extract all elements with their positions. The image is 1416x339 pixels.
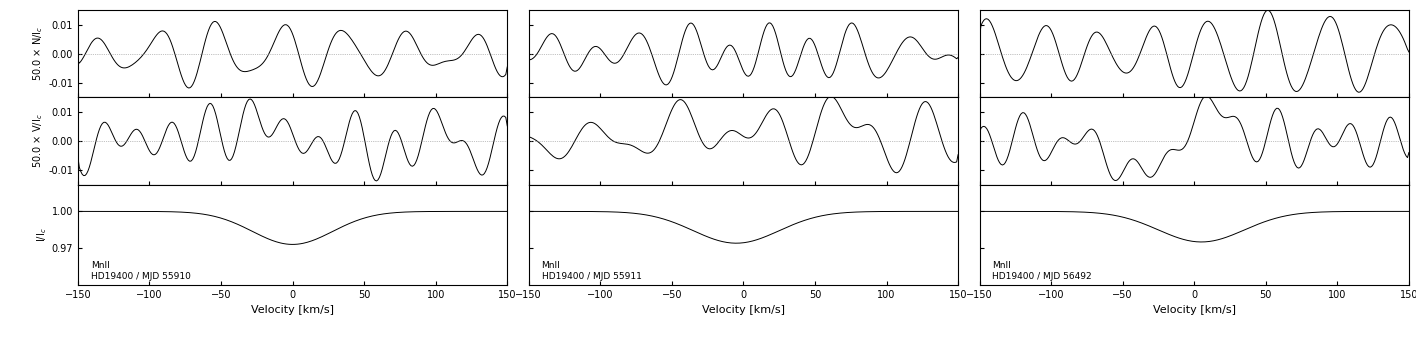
- X-axis label: Velocity [km/s]: Velocity [km/s]: [1153, 305, 1236, 315]
- X-axis label: Velocity [km/s]: Velocity [km/s]: [702, 305, 784, 315]
- Y-axis label: 50.0 × N/I$_c$: 50.0 × N/I$_c$: [31, 26, 45, 81]
- Text: MnII
HD19400 / MJD 55911: MnII HD19400 / MJD 55911: [541, 261, 641, 281]
- X-axis label: Velocity [km/s]: Velocity [km/s]: [251, 305, 334, 315]
- Y-axis label: I/I$_c$: I/I$_c$: [35, 227, 48, 242]
- Text: MnII
HD19400 / MJD 56492: MnII HD19400 / MJD 56492: [993, 261, 1092, 281]
- Y-axis label: 50.0 × V/I$_c$: 50.0 × V/I$_c$: [31, 114, 45, 168]
- Text: MnII
HD19400 / MJD 55910: MnII HD19400 / MJD 55910: [91, 261, 191, 281]
